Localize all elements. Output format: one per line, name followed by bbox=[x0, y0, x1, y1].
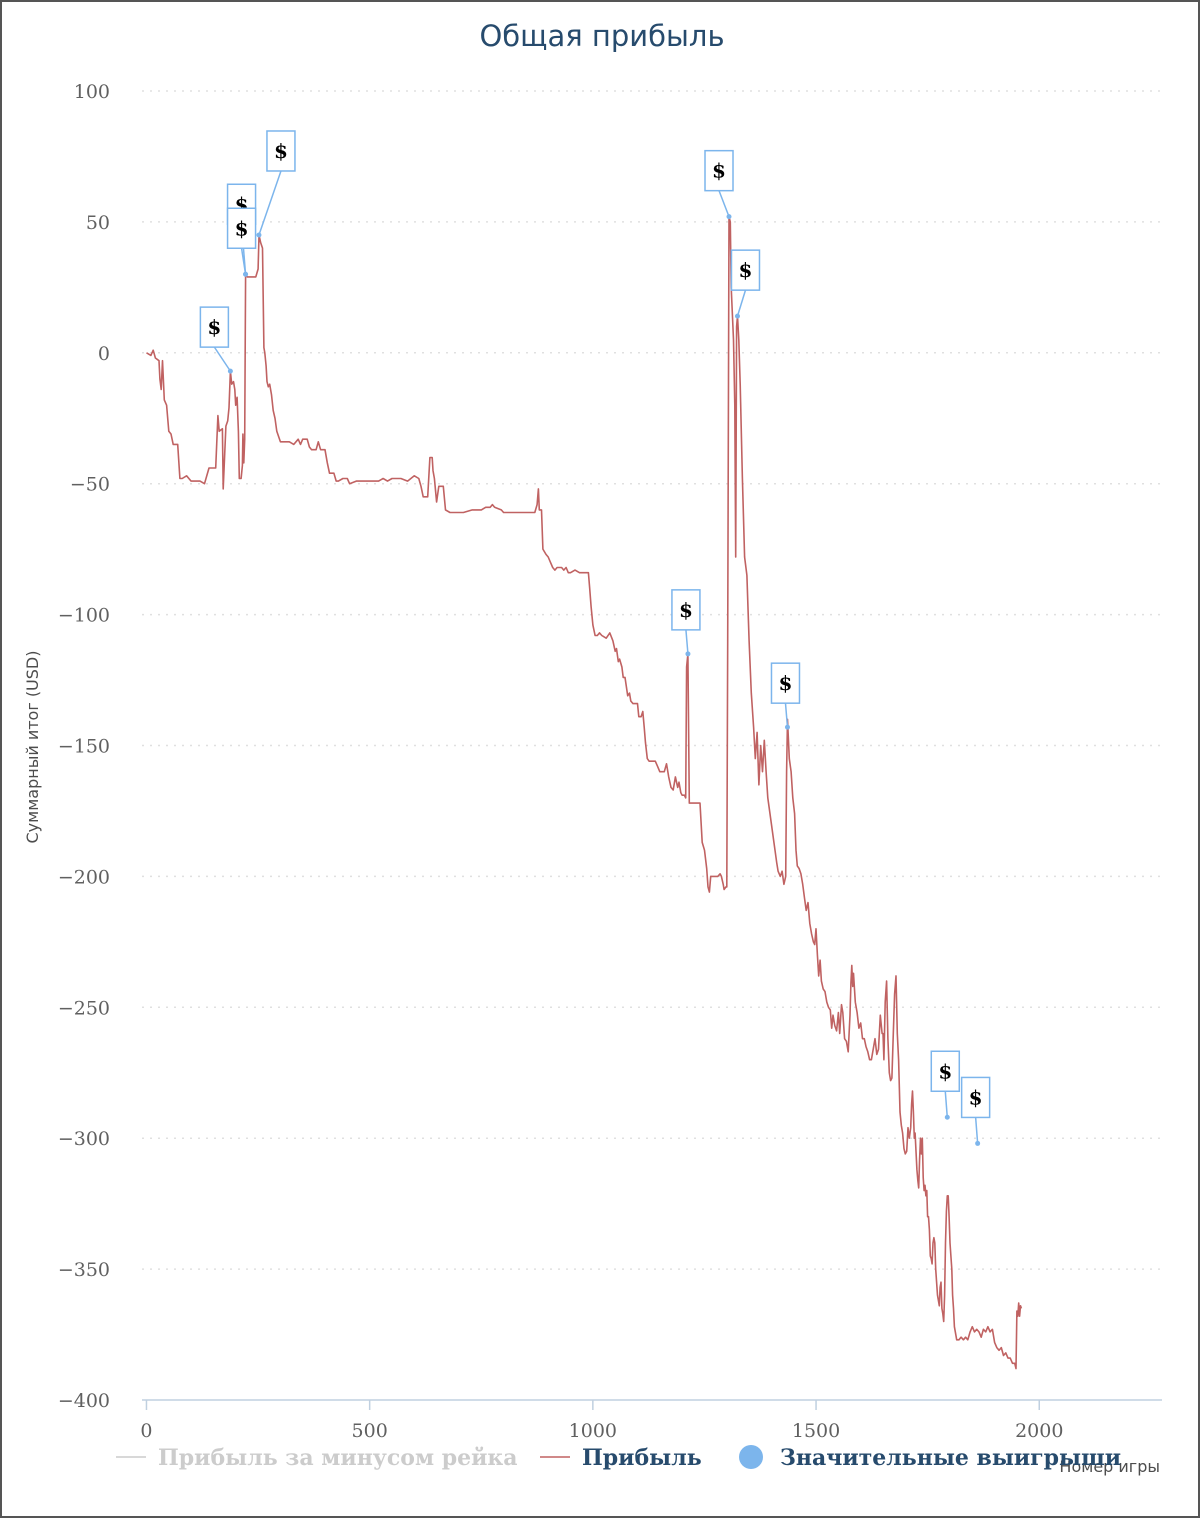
flag-connector bbox=[718, 190, 730, 217]
x-tick-label: 500 bbox=[352, 1420, 388, 1442]
flag-label: $ bbox=[274, 139, 288, 163]
flag-connector bbox=[240, 248, 247, 275]
y-tick-label: −250 bbox=[58, 997, 110, 1019]
y-tick-label: −150 bbox=[58, 736, 110, 758]
y-tick-label: −350 bbox=[58, 1259, 110, 1281]
chart-title: Общая прибыль bbox=[479, 19, 724, 53]
y-tick-label: −300 bbox=[58, 1128, 110, 1150]
flag-label: $ bbox=[207, 315, 221, 339]
flag-connector bbox=[974, 1117, 979, 1144]
x-axis-title: Номер игры bbox=[1059, 1457, 1160, 1476]
flag-box bbox=[960, 1076, 991, 1119]
flag-point bbox=[975, 1140, 981, 1146]
y-tick-label: −50 bbox=[70, 474, 110, 496]
x-tick-label: 1500 bbox=[792, 1420, 840, 1442]
flag-connector bbox=[736, 289, 747, 317]
legend-label: Значительные выигрыши bbox=[780, 1445, 1121, 1471]
legend-marker-circle bbox=[739, 1445, 763, 1469]
y-tick-label: 50 bbox=[86, 212, 110, 234]
flag-box bbox=[671, 589, 701, 631]
legend-label: Прибыль bbox=[582, 1445, 702, 1471]
y-tick-label: −400 bbox=[58, 1390, 110, 1412]
flag-label: $ bbox=[779, 671, 793, 695]
flag-label: $ bbox=[969, 1085, 983, 1109]
series-group bbox=[146, 215, 1023, 1370]
legend-label: Прибыль за минусом рейка bbox=[158, 1445, 518, 1471]
flag-point bbox=[734, 313, 740, 319]
flag-label: $ bbox=[739, 258, 753, 282]
y-tick-label: −100 bbox=[58, 605, 110, 627]
flags-group: $$$$$$$$$$ bbox=[199, 130, 991, 1146]
flag-point bbox=[256, 232, 262, 238]
series-line-profit bbox=[146, 215, 1023, 1370]
flag-point bbox=[726, 214, 732, 220]
flag-connector bbox=[685, 629, 689, 654]
grid bbox=[142, 90, 1162, 1270]
flag-box bbox=[199, 306, 230, 348]
flag-point bbox=[944, 1114, 950, 1120]
flag-label: $ bbox=[235, 216, 249, 240]
x-tick-label: 2000 bbox=[1015, 1420, 1063, 1442]
flag-label: $ bbox=[938, 1059, 952, 1083]
flag-box bbox=[730, 249, 761, 291]
flag-point bbox=[227, 368, 233, 374]
x-tick-label: 1000 bbox=[569, 1420, 617, 1442]
y-tick-label: 0 bbox=[98, 343, 110, 365]
flag-point bbox=[784, 724, 790, 730]
x-axis: 0 500 1000 1500 2000 bbox=[140, 1399, 1162, 1442]
flag-box bbox=[704, 149, 734, 192]
flag-connector bbox=[213, 346, 232, 372]
flag-connector bbox=[258, 170, 282, 236]
legend: Прибыль за минусом рейка Прибыль Значитель… bbox=[116, 1445, 1121, 1471]
flag-label: $ bbox=[679, 598, 693, 622]
flag-box bbox=[770, 662, 801, 704]
x-tick-label: 0 bbox=[140, 1420, 152, 1442]
y-tick-label: 100 bbox=[74, 81, 110, 103]
flag-box bbox=[226, 207, 257, 250]
flag-label: $ bbox=[712, 159, 726, 183]
flag-box bbox=[266, 130, 296, 172]
flag-box bbox=[930, 1050, 961, 1093]
y-tick-label: −200 bbox=[58, 866, 110, 888]
y-axis: 100 50 0 −50 −100 −150 −200 −250 −300 −350 −400 bbox=[58, 81, 110, 1412]
flag-connector bbox=[944, 1091, 949, 1118]
flag-connector bbox=[784, 703, 789, 728]
flag-point bbox=[685, 651, 691, 657]
y-axis-title: Суммарный итог (USD) bbox=[23, 651, 42, 844]
flag-point bbox=[243, 271, 249, 277]
